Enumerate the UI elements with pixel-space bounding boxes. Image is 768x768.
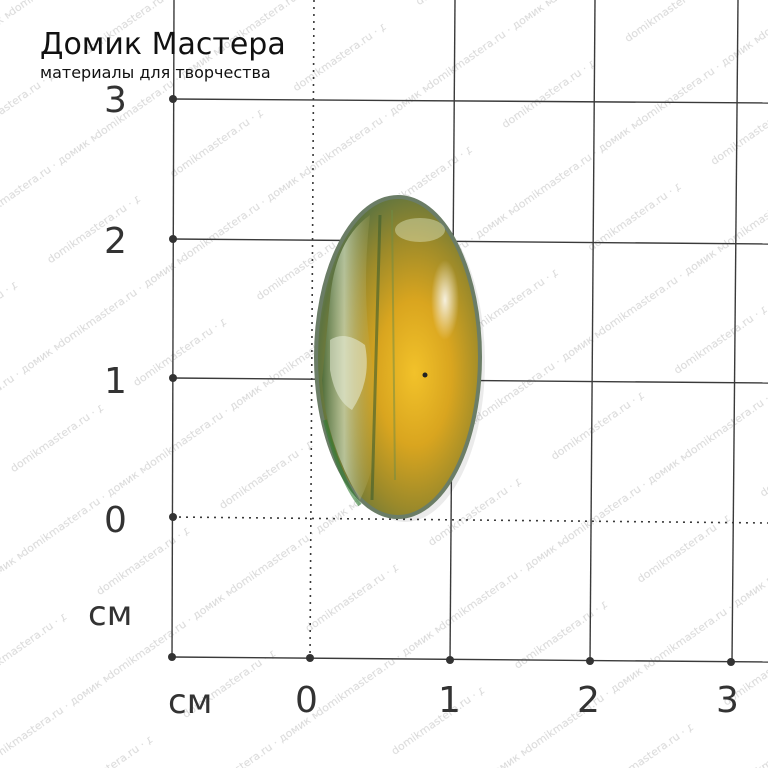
- brand-subtitle: материалы для творчества: [40, 63, 271, 82]
- x-tick-label: 1: [438, 680, 461, 721]
- brand-logo: Домик Мастера материалы для творчества: [40, 28, 286, 83]
- x-tick-label: 0: [295, 680, 318, 721]
- y-unit-label: см: [88, 594, 133, 634]
- labradorite-cabochon: [314, 195, 482, 519]
- x-unit-label: см: [168, 682, 213, 722]
- zero-dotted-lines: [171, 0, 768, 661]
- x-tick-label: 3: [716, 680, 739, 721]
- y-tick-label: 2: [104, 221, 127, 262]
- tick-dots: [168, 95, 735, 666]
- y-tick-label: 0: [104, 500, 127, 541]
- y-tick-label: 1: [104, 361, 127, 402]
- x-tick-label: 2: [577, 680, 600, 721]
- y-tick-label: 3: [104, 80, 127, 121]
- brand-title: Домик Мастера: [40, 27, 286, 62]
